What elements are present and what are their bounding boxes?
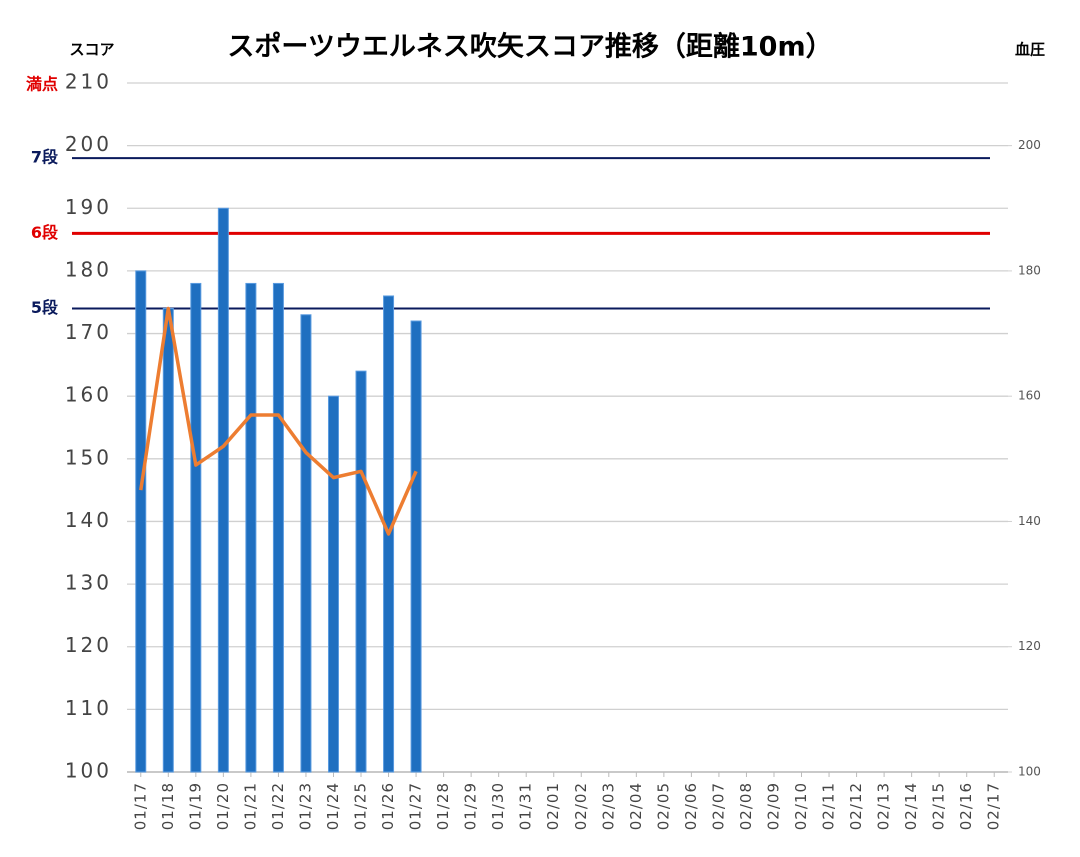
y2-tick-label: 180	[1018, 263, 1041, 277]
y-tick-label: 210	[65, 70, 112, 94]
y-tick-label: 170	[65, 320, 112, 344]
x-tick-label: 02/04	[627, 782, 645, 830]
y-tick-label: 110	[65, 696, 112, 720]
x-tick-label: 02/10	[792, 782, 810, 830]
x-tick-label: 02/08	[737, 782, 755, 830]
bar	[300, 314, 312, 773]
x-tick-label: 01/17	[131, 782, 149, 830]
x-tick-label: 02/05	[654, 782, 672, 830]
reference-label: 7段	[31, 148, 59, 167]
y-tick-label: 150	[65, 445, 112, 469]
x-tick-label: 01/28	[434, 782, 452, 830]
chart-title: スポーツウエルネス吹矢スコア推移（距離10m）	[227, 31, 832, 63]
y-tick-label: 180	[65, 257, 112, 281]
x-tick-label: 01/27	[407, 782, 425, 830]
x-tick-label: 01/25	[352, 782, 370, 830]
bar	[217, 207, 229, 773]
x-tick-label: 01/31	[517, 782, 535, 830]
bar	[272, 282, 284, 773]
x-tick-label: 01/18	[159, 782, 177, 830]
x-tick-label: 02/02	[572, 782, 590, 830]
y-tick-label: 120	[65, 633, 112, 657]
bar	[162, 307, 174, 773]
y-axis-label: スコア	[69, 41, 114, 59]
x-tick-label: 02/12	[847, 782, 865, 830]
y2-tick-label: 200	[1018, 138, 1041, 152]
x-tick-label: 01/21	[241, 782, 259, 830]
y2-tick-label: 100	[1018, 765, 1041, 779]
x-tick-label: 02/13	[875, 782, 893, 830]
x-tick-label: 01/20	[214, 782, 232, 830]
y2-axis-label: 血圧	[1015, 41, 1045, 59]
bar	[327, 395, 339, 773]
x-tick-label: 01/26	[379, 782, 397, 830]
x-tick-label: 01/24	[324, 782, 342, 830]
x-tick-label: 01/23	[296, 782, 314, 830]
y-tick-label: 200	[65, 132, 112, 156]
x-tick-label: 02/01	[544, 782, 562, 830]
y-tick-label: 140	[65, 508, 112, 532]
line	[139, 306, 418, 536]
y-tick-label: 130	[65, 571, 112, 595]
bar	[355, 370, 367, 773]
x-tick-label: 01/30	[489, 782, 507, 830]
x-tick-label: 02/16	[957, 782, 975, 830]
y2-tick-label: 120	[1018, 639, 1041, 653]
x-tick-label: 02/17	[985, 782, 1003, 830]
x-tick-label: 01/22	[269, 782, 287, 830]
y-tick-label: 160	[65, 383, 112, 407]
y2-tick-label: 140	[1018, 514, 1041, 528]
bar	[190, 282, 202, 773]
x-tick-label: 01/29	[462, 782, 480, 830]
x-tick-label: 02/11	[820, 782, 838, 830]
y-tick-label: 100	[65, 759, 112, 783]
x-tick-label: 02/07	[709, 782, 727, 830]
x-tick-label: 02/09	[764, 782, 782, 830]
bar	[245, 282, 257, 773]
x-tick-label: 02/15	[930, 782, 948, 830]
bar	[135, 270, 147, 773]
x-tick-label: 02/06	[682, 782, 700, 830]
x-tick-label: 02/14	[902, 782, 920, 830]
x-tick-label: 01/19	[186, 782, 204, 830]
x-tick-label: 02/03	[599, 782, 617, 830]
reference-label: 6段	[31, 223, 59, 242]
bar	[410, 320, 422, 773]
reference-label: 5段	[31, 298, 59, 317]
annotation: 満点	[26, 75, 58, 94]
y-tick-label: 190	[65, 195, 112, 219]
y2-tick-label: 160	[1018, 389, 1041, 403]
